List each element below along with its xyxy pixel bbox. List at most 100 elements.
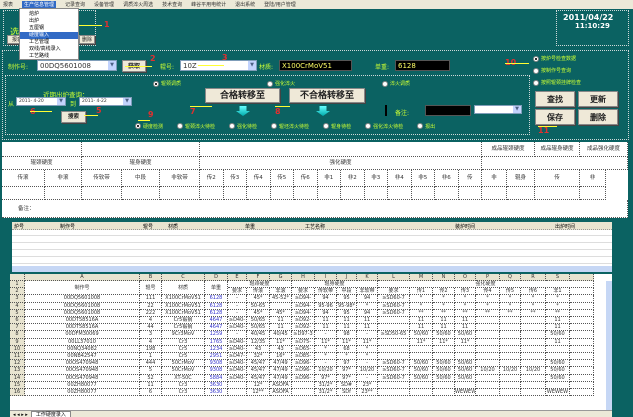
- chevron-down-icon[interactable]: ▼: [123, 98, 131, 105]
- row-number[interactable]: 5: [10, 309, 25, 317]
- sheet-cell[interactable]: [476, 331, 500, 339]
- menu-item[interactable]: 设备管理: [94, 2, 115, 8]
- sheet-cell[interactable]: **: [521, 309, 546, 317]
- sheet-cell[interactable]: 45*: [247, 295, 270, 303]
- hardness-input-cell[interactable]: [247, 187, 271, 200]
- sheet-cell[interactable]: 444: [140, 360, 162, 368]
- hardness-input-cell[interactable]: [388, 187, 412, 200]
- sheet-cell[interactable]: 11*: [337, 338, 357, 346]
- menu-item[interactable]: 生产信息管理: [22, 1, 57, 8]
- row-number[interactable]: 6: [10, 317, 25, 325]
- sheet-cell[interactable]: [500, 360, 521, 368]
- sheet-cell[interactable]: ≥D40-: [228, 374, 247, 382]
- sheet-cell[interactable]: 12*: [247, 381, 270, 389]
- sheet-cell[interactable]: [433, 345, 455, 353]
- from-date-picker[interactable]: 2011- 4-20 ▼: [16, 97, 66, 106]
- dropdown-item[interactable]: 出炉: [29, 18, 40, 24]
- sheet-cell[interactable]: [570, 295, 594, 303]
- sheet-cell[interactable]: [521, 324, 546, 332]
- hardness-input-cell[interactable]: [200, 187, 224, 200]
- sheet-cell[interactable]: -: [228, 331, 247, 339]
- sheet-cell[interactable]: 3630: [205, 381, 228, 389]
- sheet-cell[interactable]: 11: [546, 324, 570, 332]
- sheet-cell[interactable]: 00DQ5601008: [25, 302, 140, 310]
- sheet-cell[interactable]: X100CrMoV51: [162, 309, 205, 317]
- sheet-cell[interactable]: [521, 360, 546, 368]
- sheet-cell[interactable]: 31/2*: [315, 381, 337, 389]
- column-letter[interactable]: R: [521, 274, 546, 281]
- sheet-cell[interactable]: 00DFM30069: [25, 331, 140, 339]
- sheet-cell[interactable]: 111: [140, 295, 162, 303]
- sheet-cell[interactable]: Cr5: [162, 353, 205, 361]
- hardness-input-cell[interactable]: [411, 187, 435, 200]
- hardness-input-cell[interactable]: [507, 187, 535, 200]
- sheet-cell[interactable]: 11*: [410, 338, 433, 346]
- radio-status-2[interactable]: 强化待检: [229, 122, 257, 130]
- sheet-cell[interactable]: [570, 309, 594, 317]
- radio-query-0[interactable]: 按炉号检查数据: [533, 55, 581, 62]
- sheet-cell[interactable]: 22: [140, 302, 162, 310]
- material-field[interactable]: X100CrMoV51: [279, 60, 352, 71]
- hardness-input-cell[interactable]: [45, 187, 82, 200]
- sheet-cell[interactable]: ≥D85-: [292, 353, 315, 361]
- sheet-cell[interactable]: 9Cr3MoV: [162, 331, 205, 339]
- sheet-cell[interactable]: [500, 353, 521, 361]
- sheet-cell[interactable]: [455, 353, 476, 361]
- sheet-cell[interactable]: [500, 317, 521, 325]
- sheet-cell[interactable]: ≥D96-: [292, 374, 315, 382]
- sheet-cell[interactable]: 45*: [270, 309, 292, 317]
- sheet-cell[interactable]: *: [315, 353, 337, 361]
- column-letter[interactable]: Q: [500, 274, 521, 281]
- sheet-cell[interactable]: *: [433, 295, 455, 303]
- sheet-cell[interactable]: ≥D92-: [292, 317, 315, 325]
- sheet-cell[interactable]: [570, 389, 594, 397]
- sheet-cell[interactable]: 50/60: [433, 331, 455, 339]
- sheet-cell[interactable]: [476, 317, 500, 325]
- radio-top-1[interactable]: 强化淬火: [267, 80, 295, 87]
- chevron-down-icon[interactable]: ▼: [513, 106, 521, 113]
- row-number[interactable]: 8: [10, 331, 25, 339]
- sheet-cell[interactable]: ≥D47-: [228, 353, 247, 361]
- row-number[interactable]: 10: [10, 345, 25, 353]
- sheet-cell[interactable]: [228, 381, 247, 389]
- radio-query-1[interactable]: 按制作号查询: [533, 67, 581, 74]
- sheet-cell[interactable]: 1: [140, 353, 162, 361]
- sheet-cell[interactable]: 6128: [205, 309, 228, 317]
- radio-status-1[interactable]: 辊颈淬火待检: [177, 122, 215, 130]
- sheet-cell[interactable]: 45-52*: [270, 295, 292, 303]
- update-button[interactable]: 更新: [578, 91, 618, 107]
- sheet-cell[interactable]: *: [546, 302, 570, 310]
- list-column-header[interactable]: 制作号: [60, 224, 76, 230]
- sheet-cell[interactable]: 97: [337, 360, 357, 368]
- sheet-cell[interactable]: 16*: [270, 353, 292, 361]
- hardness-input-cell[interactable]: [580, 187, 606, 200]
- sheet-cell[interactable]: 6128: [205, 295, 228, 303]
- sheet-cell[interactable]: ≥SD60-7: [378, 360, 410, 368]
- column-letter[interactable]: O: [455, 274, 476, 281]
- sheet-cell[interactable]: 45/47: [247, 367, 270, 375]
- sheet-cell[interactable]: [500, 338, 521, 346]
- column-letter[interactable]: B: [140, 274, 162, 281]
- sheet-cell[interactable]: 50/60: [546, 367, 570, 375]
- dropdown-item[interactable]: 工艺管理: [29, 39, 50, 45]
- sheet-cell[interactable]: 11: [337, 324, 357, 332]
- sheet-cell[interactable]: 50/60: [546, 374, 570, 382]
- sheet-cell[interactable]: Cr5锻钢: [162, 324, 205, 332]
- sheet-cell[interactable]: Cr3: [162, 389, 205, 397]
- sheet-cell[interactable]: [410, 389, 433, 397]
- sheet-cell[interactable]: 50/60: [455, 331, 476, 339]
- sheet-cell[interactable]: 00ZH80077: [25, 381, 140, 389]
- sheet-cell[interactable]: [476, 374, 500, 382]
- dropdown-item[interactable]: 硬度输入: [20, 32, 78, 39]
- sheet-cell[interactable]: ≥D96-: [292, 367, 315, 375]
- sheet-cell[interactable]: 50/60: [433, 367, 455, 375]
- sheet-cell[interactable]: 97*: [315, 374, 337, 382]
- hardness-input-cell[interactable]: [223, 187, 247, 200]
- sheet-cell[interactable]: 43: [270, 345, 292, 353]
- sheet-cell[interactable]: 11*: [315, 338, 337, 346]
- column-letter[interactable]: G: [270, 274, 292, 281]
- sheet-cell[interactable]: 95: [337, 309, 357, 317]
- sheet-cell[interactable]: 11*: [270, 338, 292, 346]
- sheet-cell[interactable]: [378, 338, 410, 346]
- row-number[interactable]: 9: [10, 338, 25, 346]
